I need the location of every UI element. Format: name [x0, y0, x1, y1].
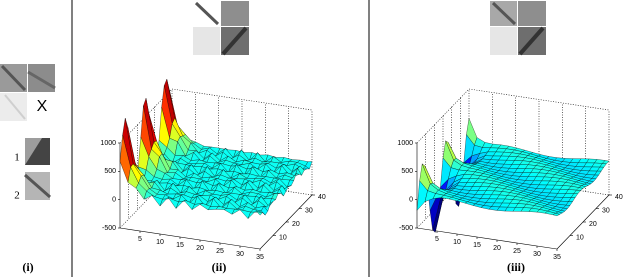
- patch-edge: [194, 1, 220, 26]
- image-patch: [193, 27, 220, 55]
- y-tick-label: 10: [576, 234, 584, 241]
- x-tick-label: 30: [533, 251, 541, 258]
- z-tick-label: 1000: [100, 140, 116, 147]
- x-axis: [119, 227, 261, 250]
- y-tick-label: 40: [318, 194, 326, 201]
- x-tick-label: 30: [236, 251, 244, 258]
- x-tick-label: 10: [453, 239, 461, 246]
- x-tick-label: 15: [473, 242, 481, 249]
- patch-number: 1: [14, 152, 20, 164]
- image-patch: [490, 27, 517, 55]
- x-tick-label: 35: [553, 254, 561, 261]
- z-tick-label: -500: [399, 225, 413, 232]
- x-tick-label: 25: [216, 248, 224, 255]
- y-tick-label: 20: [292, 221, 300, 228]
- x-tick-label: 10: [156, 239, 164, 246]
- z-tick-label: 1000: [397, 140, 413, 147]
- panel-label: (ii): [212, 260, 227, 274]
- box-edge: [468, 88, 610, 111]
- image-patch: [221, 1, 249, 26]
- y-tick-label: 30: [602, 207, 610, 214]
- patch-edge: [221, 26, 248, 56]
- z-tick-label: 500: [401, 168, 413, 175]
- surface-cell: [552, 213, 560, 217]
- x-tick-label: 15: [176, 242, 184, 249]
- x-tick-label: 5: [435, 236, 439, 243]
- z-tick-label: -500: [102, 225, 116, 232]
- x-tick-label: 35: [256, 254, 264, 261]
- x-axis: [416, 227, 558, 250]
- surface-plot: 1000 500 0 -500 5 10 15 20 25 30 35 10 20 30 40: [397, 1, 623, 261]
- patch-edge: [518, 26, 545, 56]
- z-tick-label: 0: [112, 197, 116, 204]
- y-tick-label: 20: [589, 221, 597, 228]
- y-tick-label: 30: [305, 207, 313, 214]
- box-edge: [171, 88, 313, 111]
- patch-number: 2: [14, 190, 20, 202]
- x-tick-label: 20: [493, 245, 501, 252]
- panel-label: (i): [22, 260, 33, 274]
- y-tick-label: 10: [279, 234, 287, 241]
- y-tick-label: 40: [615, 194, 623, 201]
- panel-label: (iii): [507, 260, 525, 274]
- surface-cell: [255, 210, 263, 216]
- panel-i-patches: [0, 64, 56, 200]
- patch-edge: [491, 1, 517, 26]
- x-tick-label: 5: [138, 236, 142, 243]
- x-tick-label: 20: [196, 245, 204, 252]
- image-patch: [518, 1, 546, 26]
- z-tick-label: 0: [409, 197, 413, 204]
- x-tick-label: 25: [513, 248, 521, 255]
- surface-plot: 1000 500 0 -500 5 10 15 20 25 30 35 10 20 30 40: [100, 1, 326, 261]
- z-tick-label: 500: [104, 168, 116, 175]
- multiply-symbol: X: [37, 98, 48, 115]
